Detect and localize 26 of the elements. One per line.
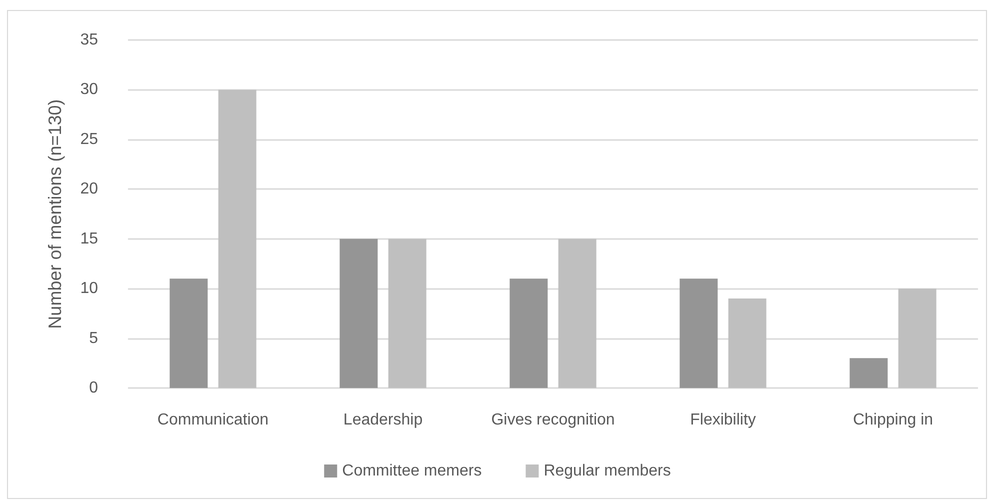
x-tick-label: Gives recognition — [491, 412, 615, 428]
y-tick-label: 15 — [80, 230, 98, 248]
bar — [340, 238, 378, 388]
bar — [898, 288, 936, 388]
y-tick-label: 30 — [80, 81, 98, 98]
x-tick-label: Chipping in — [852, 412, 934, 428]
bar — [388, 238, 426, 388]
bar — [218, 90, 256, 388]
y-tick-label: 20 — [80, 180, 98, 198]
bar — [850, 358, 888, 388]
bar — [728, 298, 766, 388]
y-tick-label: 35 — [80, 32, 98, 48]
bar — [680, 278, 718, 388]
x-tick-label: Communication — [157, 412, 269, 428]
y-axis-title: Number of mentions (n=130) — [45, 99, 65, 329]
y-tick-label: 25 — [80, 130, 98, 148]
x-tick-label: Leadership — [343, 412, 423, 428]
bar — [510, 278, 548, 388]
y-tick-label: 10 — [80, 280, 98, 298]
legend-label: Committee memers — [342, 462, 482, 480]
legend-label: Regular members — [544, 462, 671, 480]
x-tick-label: Flexibility — [690, 412, 756, 428]
bar — [558, 238, 596, 388]
y-tick-label: 0 — [89, 380, 98, 396]
y-tick-label: 5 — [89, 330, 98, 347]
bar — [170, 278, 208, 388]
